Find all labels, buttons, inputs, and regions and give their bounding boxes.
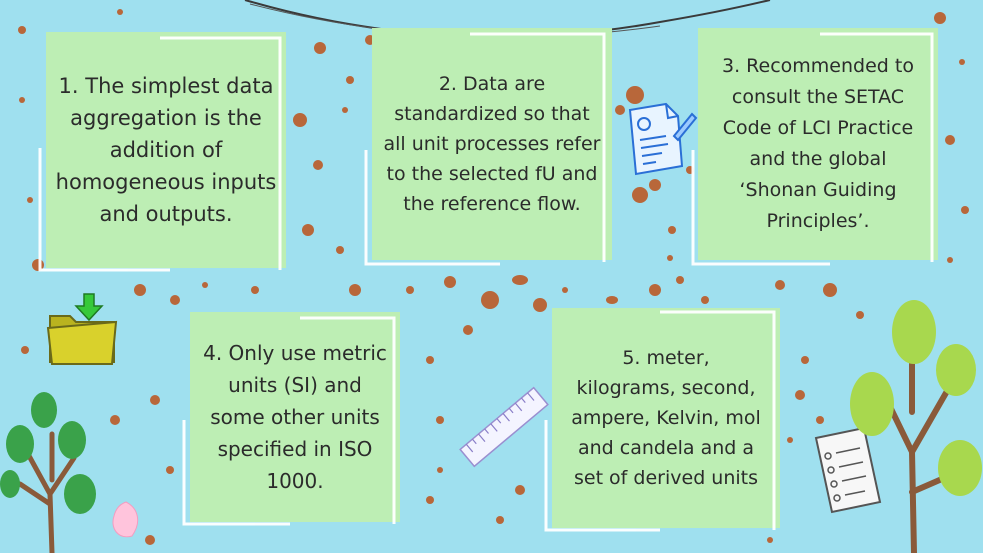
checklist-icon <box>814 426 882 514</box>
info-card-1-text: 1. The simplest data aggregation is the … <box>55 74 277 226</box>
tree-icon-right <box>850 300 982 553</box>
document-pen-icon <box>628 102 698 176</box>
info-card-3-text: 3. Recommended to consult the SETAC Code… <box>722 55 914 232</box>
info-card-1: 1. The simplest data aggregation is the … <box>46 32 286 268</box>
ruler-icon <box>459 386 549 468</box>
tree-icon <box>0 392 96 553</box>
info-card-5: 5. meter, kilograms, second, ampere, Kel… <box>552 308 780 528</box>
paint-splatters <box>18 9 969 545</box>
pink-leaf-icon <box>112 501 139 538</box>
info-card-2-text: 2. Data are standardized so that all uni… <box>383 73 601 215</box>
info-card-4-text: 4. Only use metric units (SI) and some o… <box>203 341 387 493</box>
info-card-5-text: 5. meter, kilograms, second, ampere, Kel… <box>571 347 761 489</box>
info-card-3: 3. Recommended to consult the SETAC Code… <box>698 28 938 260</box>
info-card-2: 2. Data are standardized so that all uni… <box>372 28 612 260</box>
info-card-4: 4. Only use metric units (SI) and some o… <box>190 312 400 522</box>
folder-download-icon <box>46 293 118 365</box>
